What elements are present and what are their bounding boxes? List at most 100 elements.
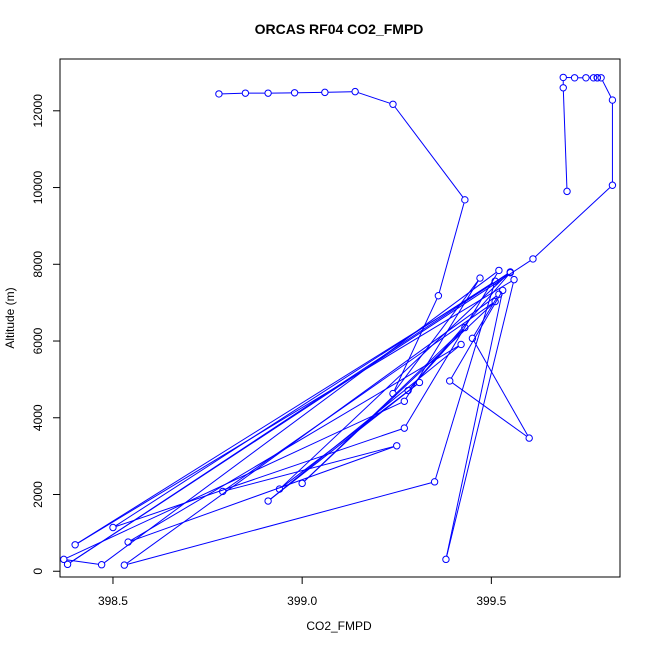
data-point	[264, 89, 272, 97]
y-tick-label: 6000	[31, 327, 45, 354]
data-point	[525, 434, 533, 442]
y-tick-label: 12000	[31, 94, 45, 128]
series-segment	[131, 446, 394, 542]
series-segment	[304, 303, 494, 482]
data-point	[120, 561, 129, 569]
data-point	[124, 538, 132, 546]
series-segment	[77, 274, 508, 544]
x-tick-label: 398.5	[98, 594, 128, 608]
series-segment	[394, 106, 464, 198]
series-segment	[409, 274, 509, 389]
data-point	[499, 286, 507, 295]
x-axis: 398.5 399.0 399.5	[98, 576, 507, 608]
series-segment	[358, 92, 390, 104]
data-point	[71, 541, 79, 549]
data-point	[563, 187, 571, 196]
data-point	[495, 266, 503, 275]
data-point	[264, 497, 272, 505]
y-tick-label: 0	[31, 568, 45, 575]
series-segment	[451, 293, 502, 379]
series-segment	[393, 298, 438, 391]
data-point	[241, 89, 250, 97]
series-segment	[127, 482, 432, 565]
data-point	[434, 292, 443, 300]
data-point	[321, 88, 329, 97]
data-point	[389, 100, 397, 108]
series-segment	[446, 293, 503, 557]
data-point	[60, 555, 68, 564]
data-point	[351, 87, 359, 96]
data-point	[506, 268, 514, 276]
data-point	[446, 377, 454, 385]
data-point	[389, 389, 397, 398]
x-tick-label: 399.0	[287, 594, 317, 608]
series-segment	[225, 303, 493, 490]
series-segment	[473, 341, 528, 436]
data-point	[97, 561, 106, 569]
y-tick-label: 8000	[31, 251, 45, 278]
y-tick-label: 2000	[31, 481, 45, 508]
x-tick-label: 399.5	[476, 594, 506, 608]
data-point	[461, 323, 469, 332]
data-point	[608, 181, 617, 189]
data-point	[468, 334, 477, 343]
series-segment	[446, 282, 514, 557]
series-segment	[270, 346, 459, 500]
data-point	[491, 297, 499, 306]
series-segment	[281, 273, 509, 488]
data-point	[582, 74, 590, 82]
series-segment	[70, 260, 531, 563]
data-point	[529, 255, 537, 263]
data-point	[510, 275, 518, 284]
series-segment	[328, 91, 352, 93]
data-point	[589, 74, 598, 82]
y-tick-label: 4000	[31, 404, 45, 431]
series-segment	[77, 280, 512, 544]
series-segment	[281, 384, 418, 488]
data-point	[63, 560, 72, 569]
data-point	[442, 555, 450, 564]
x-axis-label: CO2_FMPD	[306, 619, 372, 633]
data-point	[275, 485, 284, 493]
y-axis-label: Altitude (m)	[3, 287, 17, 348]
data-point	[593, 74, 601, 82]
data-point	[400, 397, 409, 405]
series-segment	[602, 80, 612, 98]
data-point	[393, 442, 401, 450]
y-axis: 0 2000 4000 6000 8000 10000 12000	[31, 94, 61, 575]
data-point	[559, 73, 567, 82]
data-point	[559, 84, 567, 92]
plot-frame	[59, 58, 621, 578]
y-tick-label: 10000	[31, 171, 45, 205]
series-segment	[535, 187, 611, 257]
data-point	[597, 74, 605, 82]
data-point	[290, 89, 299, 97]
series-segment	[405, 273, 498, 426]
data-point	[495, 290, 503, 298]
data-point	[400, 424, 409, 432]
series-segment	[116, 428, 402, 527]
data-point	[298, 479, 306, 488]
series-segment	[562, 91, 568, 188]
data-point	[404, 386, 412, 395]
series-segment	[67, 559, 99, 565]
series-segment	[394, 280, 479, 392]
series-segment	[473, 296, 498, 336]
chart-title: ORCAS RF04 CO2_FMPD	[255, 21, 424, 37]
data-point	[570, 74, 579, 82]
data-point	[476, 274, 484, 282]
series-points	[60, 73, 617, 569]
series-lines	[66, 77, 613, 565]
data-point	[219, 487, 227, 496]
data-point	[215, 90, 223, 98]
series-segment	[104, 272, 497, 564]
data-point	[491, 277, 499, 285]
series-segment	[130, 345, 459, 541]
data-point	[457, 340, 465, 349]
data-point	[415, 378, 424, 387]
series-segment	[66, 402, 402, 559]
series-segment	[438, 202, 465, 293]
data-point	[461, 196, 469, 204]
data-point	[109, 523, 117, 532]
